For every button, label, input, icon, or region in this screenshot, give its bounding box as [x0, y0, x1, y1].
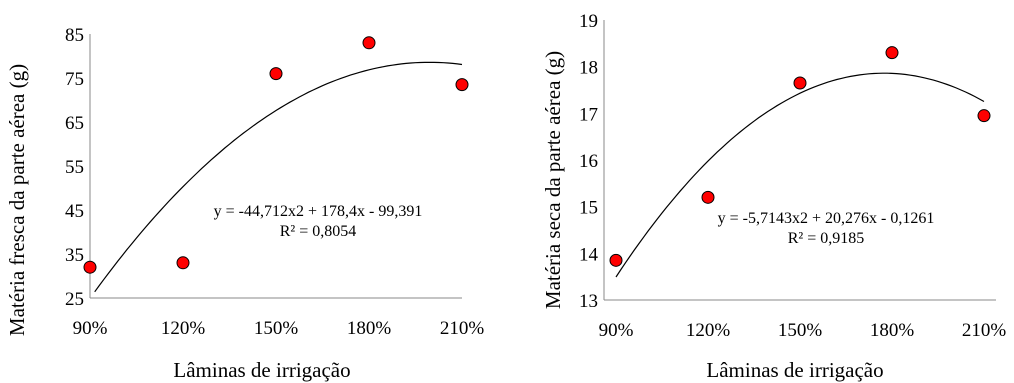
trendline: [615, 72, 985, 278]
data-points: [83, 36, 469, 274]
x-axis-title: Lâminas de irrigação: [173, 358, 350, 382]
y-axis-title: Matéria seca da parte aérea (g): [541, 51, 565, 309]
trendline: [94, 61, 463, 293]
y-tick-label: 15: [579, 198, 598, 219]
x-axis-title: Lâminas de irrigação: [706, 358, 883, 382]
x-tick-label: 120%: [686, 320, 731, 341]
x-tick-label: 90%: [599, 320, 634, 341]
x-tick-label: 150%: [778, 320, 823, 341]
data-point: [269, 67, 283, 81]
r-squared: R² = 0,9185: [788, 230, 865, 247]
chart-fresh-matter: 25 35 45 55 65 75 85 90% 120% 150% 180% 210% y = -…: [5, 25, 484, 382]
data-point: [977, 109, 991, 123]
y-tick-label: 85: [65, 25, 84, 46]
y-tick-label: 19: [579, 11, 598, 32]
r-squared: R² = 0,8054: [280, 223, 357, 240]
x-tick-label: 180%: [870, 320, 915, 341]
y-tick-label: 17: [579, 104, 598, 125]
data-point: [362, 36, 376, 50]
data-point: [455, 78, 469, 92]
regression-equation: y = -44,712x2 + 178,4x - 99,391: [214, 203, 423, 220]
data-point: [793, 76, 807, 90]
y-tick-label: 16: [579, 151, 598, 172]
y-tick-label: 13: [579, 291, 598, 312]
y-tick-label: 35: [65, 245, 84, 266]
data-point: [885, 46, 899, 60]
y-tick-label: 55: [65, 157, 84, 178]
y-tick-label: 25: [65, 289, 84, 310]
y-tick-labels: 25 35 45 55 65 75 85: [65, 25, 84, 310]
data-point: [701, 190, 715, 204]
y-tick-labels: 13 14 15 16 17 18 19: [579, 11, 599, 312]
data-point: [176, 256, 190, 270]
x-tick-label: 180%: [347, 318, 392, 339]
data-points: [609, 46, 991, 267]
data-point: [83, 260, 97, 274]
x-tick-label: 90%: [73, 318, 108, 339]
x-tick-label: 210%: [440, 318, 485, 339]
y-tick-label: 45: [65, 201, 84, 222]
regression-equation: y = -5,7143x2 + 20,276x - 0,1261: [718, 210, 935, 227]
x-tick-label: 120%: [161, 318, 206, 339]
y-tick-label: 18: [579, 58, 598, 79]
x-tick-labels: 90% 120% 150% 180% 210%: [73, 318, 485, 339]
x-tick-labels: 90% 120% 150% 180% 210%: [599, 320, 1007, 341]
y-tick-label: 65: [65, 113, 84, 134]
y-tick-label: 14: [579, 244, 599, 265]
y-tick-label: 75: [65, 69, 84, 90]
x-tick-label: 210%: [962, 320, 1007, 341]
chart-dry-matter: 13 14 15 16 17 18 19 90% 120% 150% 180% 210% y = -…: [541, 11, 1006, 382]
data-point: [609, 253, 623, 267]
x-tick-label: 150%: [254, 318, 299, 339]
y-axis-title: Matéria fresca da parte aérea (g): [5, 64, 29, 336]
